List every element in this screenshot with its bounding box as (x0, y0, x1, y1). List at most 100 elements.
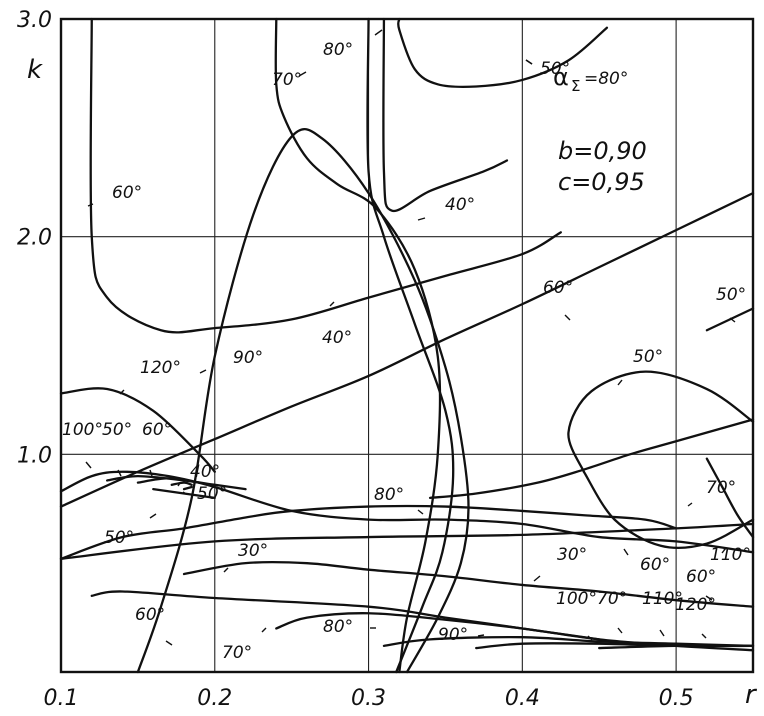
x-tick-label-4: 0.5 (659, 686, 694, 711)
y-axis-name: k (27, 55, 43, 85)
leader-line-1 (374, 29, 383, 36)
y-tick-label-1: 2.0 (17, 226, 52, 251)
curve-label-3: 60° (112, 183, 142, 203)
curve-label-15: 120° (140, 358, 181, 378)
curve-label-4: 40° (445, 195, 475, 215)
alpha-value: =80° (584, 69, 628, 89)
curve-label-7: 50° (716, 285, 746, 305)
curve-15 (59, 387, 216, 473)
curve-1 (274, 17, 442, 674)
leader-line-20 (182, 491, 187, 495)
leader-line-10 (223, 567, 229, 573)
leader-line-19 (177, 482, 181, 487)
curve-26 (598, 644, 755, 650)
curve-label-14: 110° (710, 545, 751, 565)
leader-line-3 (87, 203, 94, 207)
x-tick-label-2: 0.3 (351, 686, 386, 711)
leader-line-8 (617, 379, 623, 386)
leader-line-28 (617, 627, 623, 634)
curve-4 (382, 17, 509, 213)
curve-label-8: 50° (633, 347, 663, 367)
leader-line-13 (199, 369, 207, 374)
curve-label-13: 90° (233, 348, 263, 368)
param-b: b=0,90 (558, 137, 647, 165)
curve-label-26: 90° (438, 625, 468, 645)
leader-line-31 (165, 640, 173, 646)
leader-line-15 (119, 389, 125, 395)
curve-20 (182, 485, 193, 491)
leader-line-23 (705, 595, 713, 601)
curve-18 (136, 477, 201, 484)
param-c: c=0,95 (558, 168, 645, 196)
curve-label-9: 60° (640, 555, 670, 575)
x-axis-name: r (745, 680, 758, 710)
curve-label-1: 80° (323, 40, 353, 60)
curve-label-23: 60° (686, 567, 716, 587)
leader-line-9 (623, 548, 629, 556)
curve-label-24: 70° (222, 643, 252, 663)
curve-label-30: 120° (675, 595, 716, 615)
curve-label-2: 70° (272, 70, 302, 90)
alpha-sigma-label: α Σ =80° (553, 63, 628, 95)
curve-14 (705, 457, 755, 539)
leader-line-4 (417, 217, 426, 221)
curve-label-19: 40° (190, 462, 220, 482)
curve-label-20: 50° (197, 484, 227, 504)
curve-8 (567, 370, 755, 473)
alpha-symbol: α (553, 63, 569, 91)
curve-24 (382, 635, 755, 648)
curve-label-22: 30° (557, 545, 587, 565)
curve-label-32: 50° (540, 59, 570, 79)
leader-line-12 (417, 509, 424, 515)
curve-16 (59, 470, 755, 554)
y-tick-label-0: 1.0 (17, 443, 52, 468)
curve-label-27: 100° (556, 589, 597, 609)
leader-line-26 (477, 634, 485, 637)
curve-3 (366, 17, 455, 674)
curve-label-25: 80° (323, 617, 353, 637)
leader-line-2 (298, 71, 307, 77)
leader-line-6 (564, 314, 571, 321)
leader-line-5 (329, 301, 335, 307)
curve-6 (59, 191, 755, 508)
curve-label-16: 100° (62, 420, 103, 440)
curve-label-21: 50° (104, 528, 134, 548)
curve-10 (59, 504, 678, 560)
leader-line-27 (587, 635, 593, 641)
x-tick-label-0: 0.1 (44, 686, 79, 711)
curve-label-12: 80° (374, 485, 404, 505)
curve-13 (182, 560, 755, 608)
curve-2 (89, 17, 562, 334)
leader-line-32 (525, 59, 533, 65)
curve-label-11: 70° (706, 478, 736, 498)
curve-label-18: 60° (142, 420, 172, 440)
curve-7 (705, 307, 755, 332)
curve-12 (428, 418, 755, 500)
x-tick-label-1: 0.2 (197, 686, 232, 711)
curve-labels: 80° 70° 60° 40° 40° 60° 50° 50° 60° 30° 70° 80° 90° 1… (62, 40, 751, 663)
leader-line-11 (687, 502, 693, 507)
curve-label-17: 50° (102, 420, 132, 440)
curve-label-10: 30° (238, 541, 268, 561)
leader-line-22 (533, 575, 541, 582)
curve-label-29: 110° (642, 589, 683, 609)
curve-label-28: 70° (597, 589, 627, 609)
leader-line-29 (659, 629, 665, 637)
curve-19 (170, 481, 193, 486)
leader-line-24 (261, 627, 267, 633)
label-leaders (85, 29, 736, 646)
curve-label-6: 60° (543, 278, 573, 298)
curve-11 (59, 522, 755, 560)
curve-5 (136, 128, 470, 674)
alpha-subscript: Σ (571, 77, 580, 95)
curve-label-5: 40° (322, 328, 352, 348)
y-tick-label-2: 3.0 (17, 8, 52, 33)
curves (59, 17, 755, 674)
x-tick-label-3: 0.4 (505, 686, 540, 711)
leader-line-30 (701, 633, 707, 639)
curve-0 (397, 17, 609, 89)
leader-line-16 (85, 461, 92, 469)
axis-ticks: 0.1 0.2 0.3 0.4 0.5 1.0 2.0 3.0 (17, 8, 694, 711)
curve-label-31: 60° (135, 605, 165, 625)
